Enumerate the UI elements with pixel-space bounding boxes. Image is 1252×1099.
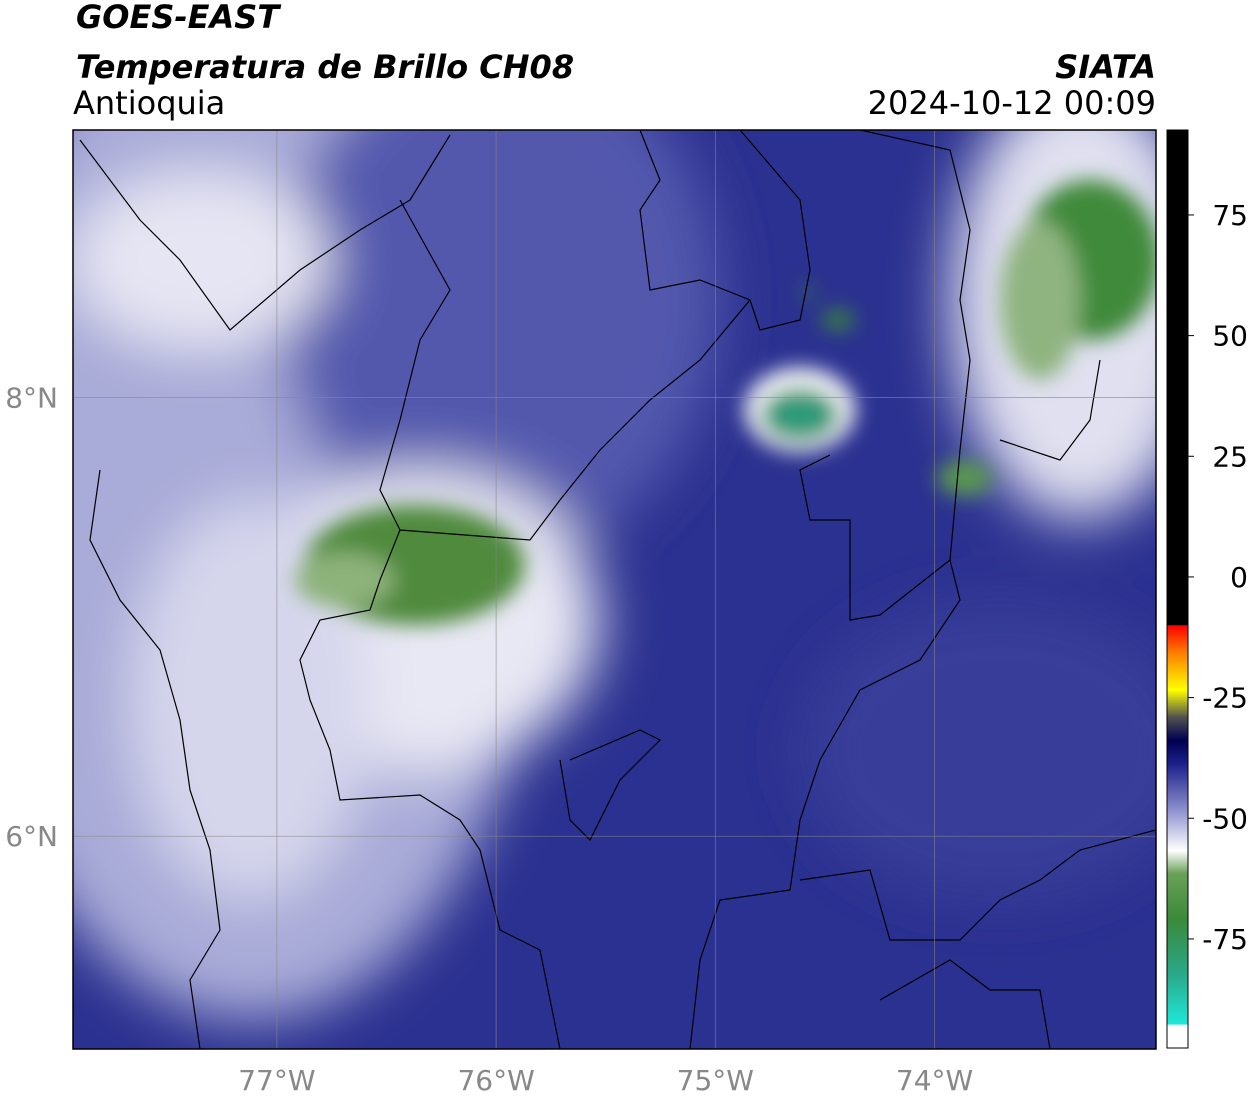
datetime: 2024-10-12 00:09: [868, 84, 1156, 122]
colorbar-tick-label: 25: [1212, 440, 1248, 473]
x-tick-label: 76°W: [457, 1064, 534, 1097]
colorbar-tick-label: 50: [1212, 320, 1248, 353]
source: SIATA: [1055, 48, 1156, 86]
x-tick-label: 75°W: [677, 1064, 754, 1097]
colorbar-tick-label: 75: [1212, 199, 1248, 232]
region: Antioquia: [73, 84, 225, 122]
subtitle: Temperatura de Brillo CH08: [76, 48, 574, 86]
colorbar-tick-label: -75: [1202, 923, 1248, 956]
y-tick-label: 8°N: [5, 382, 58, 415]
x-tick-label: 74°W: [896, 1064, 973, 1097]
grid: [73, 130, 1156, 1049]
x-tick-label: 77°W: [238, 1064, 315, 1097]
colorbar-tick-label: -50: [1202, 802, 1248, 835]
colorbar: [1166, 129, 1189, 1049]
y-tick-label: 6°N: [5, 820, 58, 853]
map-frame: [72, 129, 1157, 1050]
title: GOES-EAST: [76, 0, 281, 36]
map-image: [73, 130, 1156, 1049]
colorbar-tick-label: -25: [1202, 682, 1248, 715]
colorbar-tick-label: 0: [1230, 561, 1248, 594]
